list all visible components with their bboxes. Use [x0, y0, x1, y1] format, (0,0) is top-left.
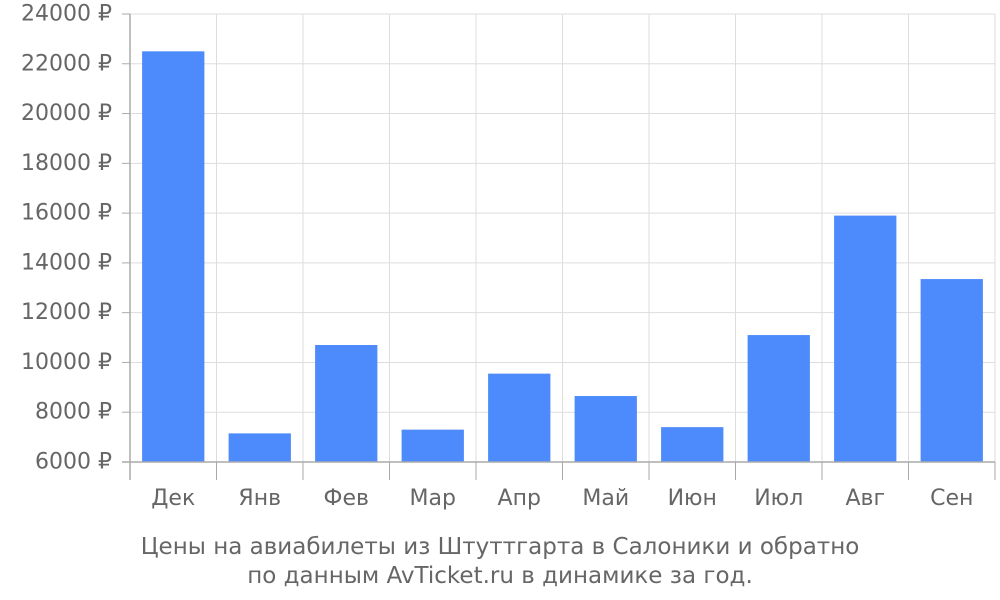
axes: [122, 13, 996, 480]
x-tick-label: Фев: [324, 486, 369, 511]
bar: [142, 51, 205, 462]
bar: [661, 427, 724, 462]
bar: [834, 215, 897, 462]
y-tick-label: 6000 ₽: [35, 450, 112, 475]
y-tick-label: 14000 ₽: [21, 250, 112, 275]
chart-title-line-2: по данным AvTicket.ru в динамике за год.: [247, 563, 753, 589]
y-tick-label: 24000 ₽: [21, 2, 112, 27]
x-tick-label: Авг: [845, 486, 885, 511]
x-tick-label: Июл: [754, 486, 803, 511]
y-tick-label: 10000 ₽: [21, 350, 112, 375]
chart-title-line-1: Цены на авиабилеты из Штуттгарта в Салон…: [140, 534, 860, 560]
y-tick-label: 12000 ₽: [21, 300, 112, 325]
bar: [920, 279, 983, 462]
y-tick-label: 18000 ₽: [21, 151, 112, 176]
bar: [488, 373, 551, 462]
x-tick-label: Апр: [498, 486, 541, 511]
x-tick-label: Янв: [238, 486, 281, 511]
x-tick-labels: Дек Янв Фев Мар Апр Май Июн Июл Авг Сен: [151, 486, 973, 511]
y-tick-label: 20000 ₽: [21, 101, 112, 126]
x-tick-label: Июн: [668, 486, 717, 511]
y-tick-label: 8000 ₽: [35, 400, 112, 425]
x-tick-label: Сен: [930, 486, 973, 511]
bar: [747, 335, 810, 462]
x-tick-label: Май: [582, 486, 629, 511]
bars: [142, 51, 983, 462]
bar: [401, 429, 464, 462]
bar: [228, 433, 291, 462]
x-tick-label: Дек: [151, 486, 195, 511]
bar: [315, 345, 378, 462]
grid: [130, 13, 996, 463]
y-tick-label: 22000 ₽: [21, 51, 112, 76]
bar: [574, 396, 637, 462]
x-tick-label: Мар: [410, 486, 456, 511]
y-tick-label: 16000 ₽: [21, 201, 112, 226]
y-tick-labels: 6000 ₽ 8000 ₽ 10000 ₽ 12000 ₽ 14000 ₽ 16000 ₽…: [21, 2, 112, 475]
